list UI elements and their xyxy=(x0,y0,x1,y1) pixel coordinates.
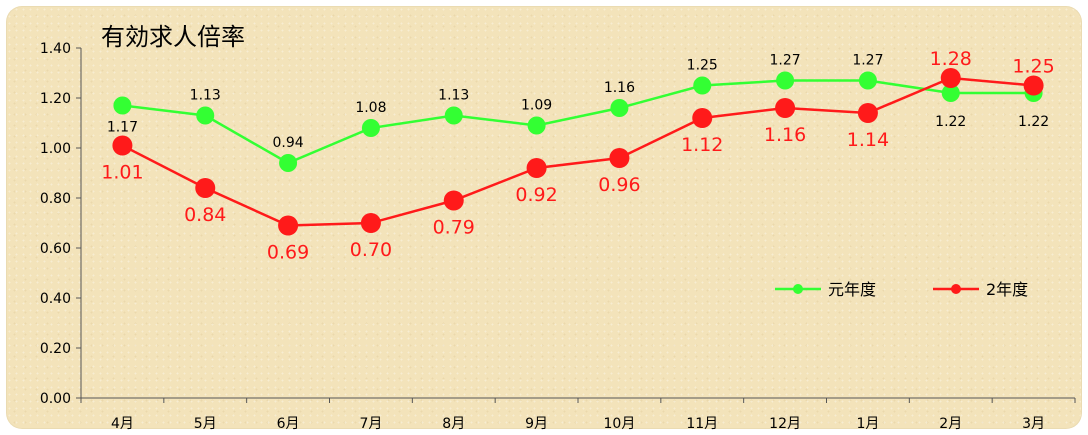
axes: 0.00 0.20 0.40 0.60 0.80 1.00 1.20 1.40 4月 5月 6月 7月… xyxy=(40,41,1076,432)
chart-title: 有効求人倍率 xyxy=(101,23,245,51)
legend-label: 2年度 xyxy=(986,280,1028,299)
data-point xyxy=(526,158,547,178)
legend: 元年度 2年度 xyxy=(775,280,1028,299)
series-lines xyxy=(121,76,1034,227)
data-label: 1.28 xyxy=(930,48,972,70)
y-tick-label: 0.00 xyxy=(40,391,71,407)
x-tick-label: 12月 xyxy=(769,416,801,432)
data-point xyxy=(279,154,298,172)
data-label: 1.27 xyxy=(852,53,883,69)
data-point xyxy=(940,68,961,88)
y-tick-label: 1.40 xyxy=(40,41,71,57)
data-label: 1.16 xyxy=(604,80,635,96)
data-label: 1.12 xyxy=(681,134,723,156)
data-point xyxy=(360,213,381,233)
data-label: 1.01 xyxy=(101,162,143,184)
data-labels: 1.17 1.13 0.94 1.08 1.13 1.09 1.16 1.25 1.27 1.27… xyxy=(101,48,1054,264)
data-point xyxy=(527,116,546,135)
data-point xyxy=(1023,75,1044,96)
data-point xyxy=(361,119,380,137)
legend-swatch-marker xyxy=(951,284,961,294)
data-point xyxy=(443,190,464,211)
legend-label: 元年度 xyxy=(828,280,876,299)
x-tick-label: 8月 xyxy=(442,416,465,432)
x-tick-label: 9月 xyxy=(525,416,548,432)
data-label: 1.27 xyxy=(769,53,800,69)
x-tick-label: 1月 xyxy=(856,416,879,432)
x-tick-label: 3月 xyxy=(1022,416,1045,432)
data-label: 1.13 xyxy=(438,88,469,104)
data-label: 0.84 xyxy=(184,204,226,226)
chart-background xyxy=(6,6,1082,429)
data-point xyxy=(775,98,796,118)
data-label: 1.16 xyxy=(764,124,806,146)
data-point xyxy=(693,76,712,95)
data-point xyxy=(195,178,216,198)
x-tick-label: 5月 xyxy=(194,416,217,432)
data-point xyxy=(776,71,795,90)
x-tick-label: 10月 xyxy=(604,416,636,432)
data-point xyxy=(610,99,629,117)
data-label: 0.96 xyxy=(598,174,640,196)
series-line xyxy=(122,79,1034,165)
y-tick-label: 1.20 xyxy=(40,91,71,107)
data-point xyxy=(858,71,877,90)
data-point xyxy=(278,215,299,236)
y-tick-label: 0.80 xyxy=(40,191,71,207)
y-tick-label: 1.00 xyxy=(40,141,71,157)
data-label: 1.25 xyxy=(1012,56,1054,78)
series-points xyxy=(112,68,1044,236)
data-label: 1.08 xyxy=(355,100,386,116)
data-label: 1.17 xyxy=(107,120,138,136)
data-label: 0.70 xyxy=(350,239,392,261)
data-label: 0.79 xyxy=(433,217,475,239)
data-point xyxy=(112,135,133,156)
x-tick-label: 7月 xyxy=(359,416,382,432)
data-label: 1.09 xyxy=(521,98,552,114)
data-label: 0.69 xyxy=(267,242,309,264)
data-label: 0.94 xyxy=(272,135,303,151)
data-label: 1.25 xyxy=(687,58,718,74)
data-label: 1.13 xyxy=(190,88,221,104)
data-label: 1.14 xyxy=(847,129,889,151)
series-line xyxy=(121,76,1034,227)
data-point xyxy=(444,106,463,125)
x-tick-label: 2月 xyxy=(939,416,962,432)
y-tick-label: 0.40 xyxy=(40,291,71,307)
data-point xyxy=(692,108,713,128)
data-point xyxy=(609,148,630,168)
y-tick-label: 0.60 xyxy=(40,241,71,257)
x-tick-label: 6月 xyxy=(277,416,300,432)
data-label: 0.92 xyxy=(515,184,557,206)
data-label: 1.22 xyxy=(1018,114,1049,130)
legend-swatch-marker xyxy=(793,284,803,294)
data-point xyxy=(113,96,132,115)
data-label: 1.22 xyxy=(935,114,966,130)
data-point xyxy=(941,84,960,102)
x-tick-label: 11月 xyxy=(686,416,718,432)
y-tick-label: 0.20 xyxy=(40,341,71,357)
data-point xyxy=(196,106,215,125)
x-tick-label: 4月 xyxy=(111,416,134,432)
data-point xyxy=(857,103,878,123)
